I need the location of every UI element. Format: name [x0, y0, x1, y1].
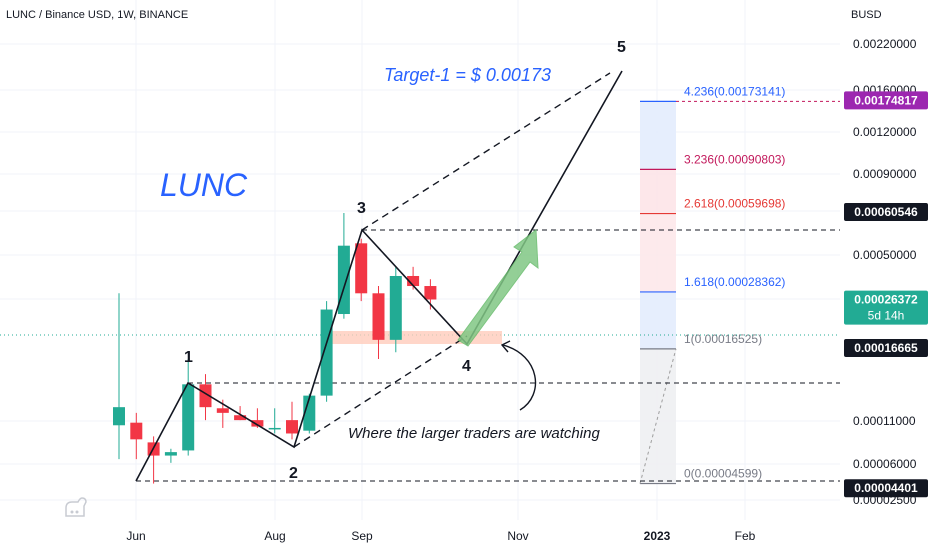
candle-body [372, 293, 385, 340]
wave-label-5: 5 [617, 39, 626, 56]
channel-lower [293, 335, 468, 448]
wave-label-3: 3 [357, 200, 366, 217]
time-tick-label: Nov [507, 529, 528, 543]
price-tag-label: 0.00174817 [854, 93, 918, 107]
price-tag [844, 91, 928, 110]
fib-zone [640, 169, 676, 214]
target-label: Target-1 = $ 0.00173 [384, 65, 551, 85]
price-tag-countdown: 5d 14h [868, 309, 905, 323]
candle-body [199, 384, 212, 408]
candle-body [113, 407, 125, 426]
price-tick-label: 0.00050000 [853, 248, 917, 262]
fib-level-label: 1.618(0.00028362) [684, 275, 785, 289]
price-tag-label: 0.00016665 [854, 341, 918, 355]
fib-zone [640, 101, 676, 170]
price-tick-label: 0.00006000 [853, 457, 917, 471]
candle-body [234, 415, 247, 421]
candle-body [164, 452, 177, 456]
fib-zone [640, 213, 676, 292]
price-tag [844, 290, 928, 325]
fib-level-label: 2.618(0.00059698) [684, 197, 785, 211]
fib-level-label: 0(0.00004599) [684, 467, 762, 481]
channel-upper [361, 72, 611, 231]
fib-level-label: 1(0.00016525) [684, 332, 762, 346]
watch-arrow-head [500, 340, 511, 353]
price-tick-label: 0.00011000 [853, 414, 916, 428]
price-tag-label: 0.00060546 [854, 205, 918, 219]
price-tag [844, 479, 928, 498]
price-tag-label: 0.00026372 [854, 293, 918, 307]
time-tick-label: Feb [735, 529, 756, 543]
watch-arrow [502, 344, 537, 411]
fib-level-label: 4.236(0.00173141) [684, 84, 785, 98]
bullish-arrow [457, 229, 539, 347]
price-tag [844, 203, 928, 222]
price-tag [844, 338, 928, 357]
fib-level-label: 3.236(0.00090803) [684, 152, 785, 166]
candle-body [320, 309, 333, 396]
price-tick-label: 0.00090000 [853, 167, 917, 181]
time-tick-label: Jun [126, 529, 145, 543]
candle-body [182, 384, 195, 451]
wave-label-2: 2 [289, 465, 298, 482]
candle-body [389, 275, 402, 340]
price-tick-label: 0.00120000 [853, 125, 917, 139]
candle-body [216, 408, 229, 413]
wave-label-1: 1 [184, 349, 193, 366]
price-tags: 0.00174817 0.00060546 0.00026372 5d 14h 0.00… [844, 91, 928, 498]
candle-body [130, 422, 143, 440]
time-axis: Jun Aug Sep Nov 2023 Feb [126, 529, 755, 543]
candle-body [424, 286, 437, 300]
tradingview-logo [65, 497, 87, 517]
fib-trend-line [639, 348, 677, 484]
fib-extension: 4.236(0.00173141) 3.236(0.00090803) 2.618(… [639, 84, 840, 485]
candle-body [251, 420, 264, 427]
candle-body [355, 243, 368, 294]
time-tick-label: 2023 [644, 529, 671, 543]
fib-zone [640, 291, 676, 349]
time-tick-label: Sep [351, 529, 373, 543]
candle-body [286, 420, 298, 434]
price-tag-label: 0.00004401 [854, 481, 918, 495]
price-tick-label: 0.00220000 [853, 37, 917, 51]
wave-label-4: 4 [462, 358, 471, 375]
currency-label: BUSD [851, 9, 882, 21]
candle-body [407, 275, 420, 287]
time-tick-label: Aug [264, 529, 285, 543]
symbol-title: LUNC / Binance USD, 1W, BINANCE [6, 9, 188, 21]
candle-body [268, 427, 281, 430]
watch-note: Where the larger traders are watching [348, 425, 600, 442]
candle-body [303, 395, 316, 431]
lunc-title: LUNC [160, 167, 248, 203]
